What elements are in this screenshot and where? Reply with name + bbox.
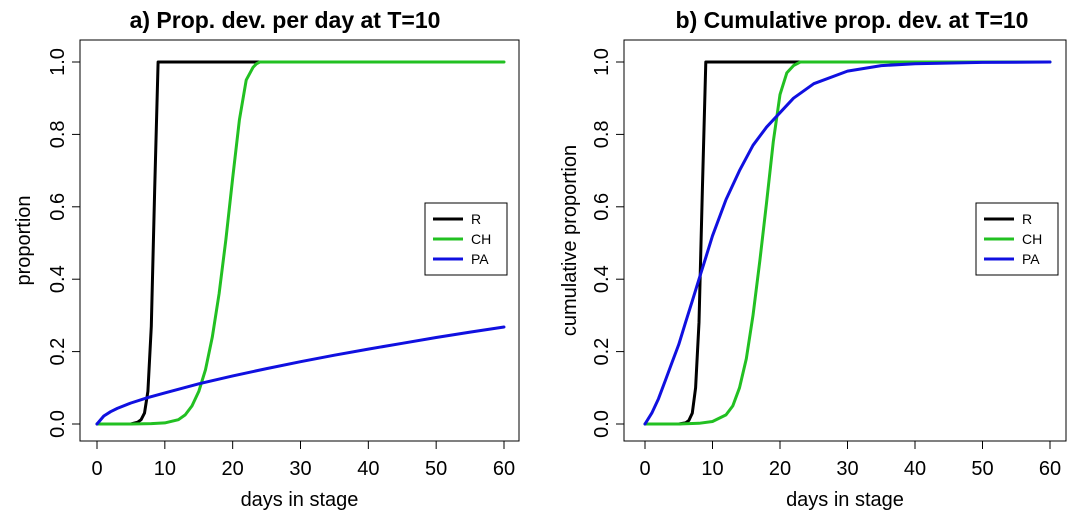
y-tick-label: 0.2 [591, 338, 613, 366]
legend-label-r: R [1022, 211, 1032, 227]
chart-title: b) Cumulative prop. dev. at T=10 [676, 7, 1029, 33]
legend: R CH PA [424, 202, 508, 276]
x-tick-label: 20 [769, 458, 791, 480]
x-tick-label: 0 [639, 458, 650, 480]
y-tick-label: 0.8 [591, 120, 613, 148]
series-lines [643, 60, 1052, 426]
x-tick-label: 20 [222, 458, 244, 480]
y-axis: 0.0 0.2 0.4 0.6 0.8 1.0 [591, 48, 625, 438]
legend-label-pa: PA [471, 251, 489, 267]
legend-label-pa: PA [1022, 251, 1040, 267]
x-tick-label: 40 [904, 458, 926, 480]
series-line-ch [643, 60, 1052, 426]
x-tick-label: 50 [971, 458, 993, 480]
x-tick-label: 50 [425, 458, 447, 480]
y-tick-label: 0.0 [591, 410, 613, 438]
y-axis-label: cumulative proportion [559, 145, 581, 336]
series-line-pa [95, 325, 506, 426]
y-tick-label: 1.0 [47, 48, 69, 76]
x-tick-label: 60 [493, 458, 515, 480]
legend-label-ch: CH [471, 231, 491, 247]
y-tick-label: 0.6 [47, 193, 69, 221]
legend-label-ch: CH [1022, 231, 1042, 247]
y-tick-label: 0.6 [591, 193, 613, 221]
x-tick-label: 0 [91, 458, 102, 480]
series-line-pa [643, 60, 1052, 426]
x-axis-label: days in stage [241, 489, 359, 511]
series-lines [95, 60, 506, 426]
y-tick-label: 0.8 [47, 120, 69, 148]
y-tick-label: 0.4 [591, 265, 613, 293]
x-tick-label: 10 [154, 458, 176, 480]
x-tick-label: 30 [289, 458, 311, 480]
x-tick-label: 60 [1039, 458, 1061, 480]
x-axis-label: days in stage [786, 489, 904, 511]
chart-panel-a: a) Prop. dev. per day at T=10 0 10 20 30 40 50… [13, 7, 520, 511]
y-tick-label: 0.0 [47, 410, 69, 438]
x-tick-label: 10 [701, 458, 723, 480]
series-line-ch [95, 60, 506, 426]
y-tick-label: 1.0 [591, 48, 613, 76]
y-axis: 0.0 0.2 0.4 0.6 0.8 1.0 [47, 48, 81, 438]
legend-label-r: R [471, 211, 481, 227]
x-tick-label: 40 [357, 458, 379, 480]
x-tick-label: 30 [836, 458, 858, 480]
y-tick-label: 0.2 [47, 338, 69, 366]
chart-title: a) Prop. dev. per day at T=10 [130, 7, 441, 33]
y-axis-label: proportion [13, 195, 35, 285]
x-axis: 0 10 20 30 40 50 60 [91, 440, 515, 480]
chart-panel-b: b) Cumulative prop. dev. at T=10 0 10 20 30 4… [559, 7, 1067, 511]
legend: R CH PA [975, 202, 1059, 276]
x-axis: 0 10 20 30 40 50 60 [639, 440, 1061, 480]
series-line-r [95, 60, 262, 426]
y-tick-label: 0.4 [47, 265, 69, 293]
